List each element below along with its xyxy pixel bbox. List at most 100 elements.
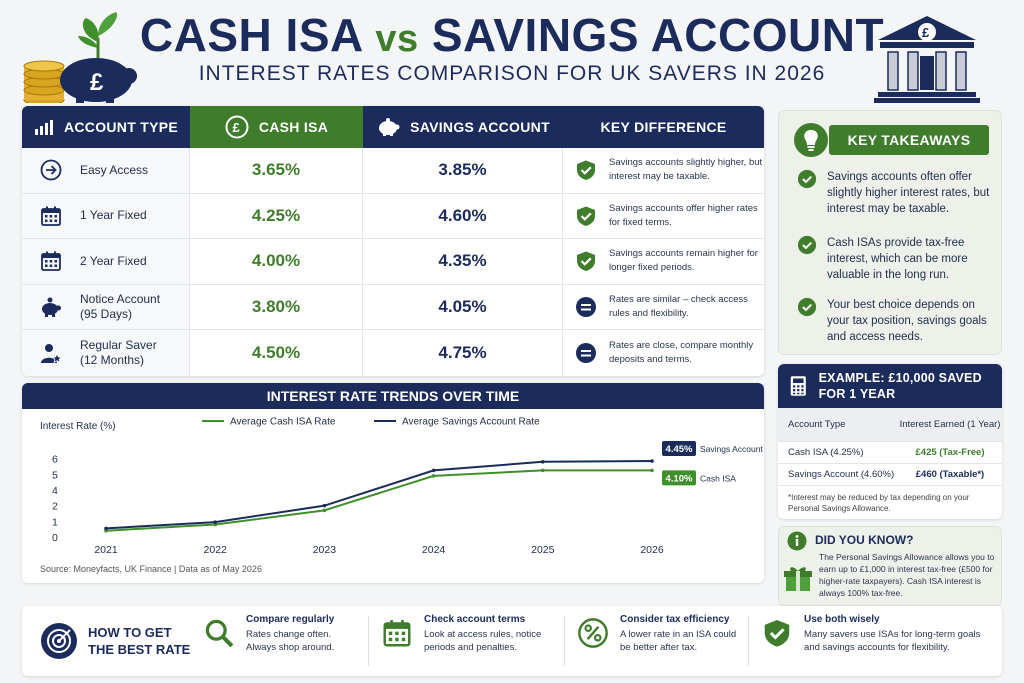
check-circle-icon — [797, 235, 817, 255]
x-tick-label: 2023 — [313, 544, 337, 556]
series-line — [105, 460, 653, 530]
cell-account-type: 2 Year Fixed — [22, 239, 190, 284]
chart-source: Source: Moneyfacts, UK Finance | Data as… — [40, 564, 262, 574]
takeaways-header: KEY TAKEAWAYS — [793, 123, 989, 157]
series-point — [650, 459, 654, 463]
series-line — [105, 469, 652, 532]
table-body: Easy Access 3.65% 3.85% Savings accounts… — [22, 148, 764, 376]
lightbulb-icon — [794, 123, 828, 157]
x-tick-label: 2026 — [640, 544, 664, 556]
check-circle-icon — [797, 169, 817, 189]
target-icon — [41, 623, 77, 659]
takeaway-item: Savings accounts often offer slightly hi… — [797, 169, 997, 217]
takeaway-item: Your best choice depends on your tax pos… — [797, 297, 997, 345]
tip-item: Consider tax efficiency A lower rate in a… — [578, 614, 738, 670]
person-star-icon — [41, 344, 62, 364]
title-right: SAVINGS ACCOUNT — [431, 9, 885, 61]
page-title: CASH ISA vs SAVINGS ACCOUNT — [0, 8, 1024, 62]
account-type-label: Notice Account (95 Days) — [80, 292, 161, 322]
takeaway-item: Cash ISAs provide tax-free interest, whi… — [797, 235, 997, 283]
example-header: EXAMPLE: £10,000 SAVED FOR 1 YEAR — [778, 364, 1002, 408]
did-you-know-title: DID YOU KNOW? — [815, 533, 914, 547]
takeaway-text: Savings accounts often offer slightly hi… — [827, 171, 990, 215]
series-point — [431, 474, 436, 478]
col-cash-isa: £ CASH ISA — [190, 106, 363, 148]
end-series-name: Savings Account — [700, 444, 763, 454]
gift-icon — [784, 567, 812, 591]
tip-title: Compare regularly — [246, 614, 335, 625]
series-point — [541, 468, 545, 473]
trends-title: INTEREST RATE TRENDS OVER TIME — [22, 383, 764, 409]
tip-title: Check account terms — [424, 614, 526, 625]
svg-text:£: £ — [922, 25, 930, 40]
y-tick-label: 5 — [52, 469, 58, 481]
piggy-bank-plant-icon: £ — [23, 12, 137, 103]
equals-icon — [576, 297, 596, 318]
cell-savings-rate: 4.75% — [363, 330, 563, 376]
cell-account-type: Regular Saver (12 Months) — [22, 330, 190, 376]
how-to-text: HOW TO GET THE BEST RATE — [88, 624, 190, 658]
arrow-circle-icon — [40, 159, 62, 181]
series-point — [104, 526, 108, 531]
takeaways-title: KEY TAKEAWAYS — [829, 125, 989, 155]
did-you-know-panel: DID YOU KNOW? The Personal Savings Allow… — [778, 526, 1002, 606]
title-left: CASH ISA — [139, 9, 363, 61]
account-type-label: 1 Year Fixed — [80, 208, 147, 223]
y-tick-label: 6 — [52, 454, 58, 466]
cell-cash-isa-rate: 3.65% — [190, 148, 363, 193]
key-difference-text: Savings accounts slightly higher, but in… — [609, 157, 763, 183]
page-subtitle: INTEREST RATES COMPARISON FOR UK SAVERS … — [198, 62, 826, 85]
x-tick-label: 2024 — [422, 544, 446, 556]
cell-key-difference: Rates are close, compare monthly deposit… — [563, 330, 764, 376]
comparison-table: ACCOUNT TYPE £ CASH ISA SAVINGS ACCOUNT … — [22, 106, 764, 376]
x-tick-label: 2021 — [94, 544, 118, 556]
cell-cash-isa-rate: 4.25% — [190, 193, 363, 239]
cell-cash-isa-rate: 4.00% — [190, 239, 363, 284]
tip-item: Compare regularly Rates change often. Alw… — [204, 614, 354, 670]
end-value-label: 4.10% — [666, 473, 693, 484]
end-value-badge — [662, 470, 696, 486]
calendar-icon — [41, 251, 61, 272]
cell-key-difference: Savings accounts slightly higher, but in… — [563, 148, 764, 193]
tip-item: Use both wisely Many savers use ISAs for … — [762, 614, 982, 670]
shield-check-icon — [577, 160, 595, 181]
tip-text: Look at access rules, notice periods and… — [424, 629, 542, 653]
svg-text:£: £ — [232, 120, 240, 135]
shield-check-icon — [577, 251, 595, 272]
cell-account-type: 1 Year Fixed — [22, 193, 190, 239]
info-icon — [787, 531, 807, 551]
how-to-line1: HOW TO GET — [88, 625, 172, 640]
account-type-label: Regular Saver (12 Months) — [80, 338, 157, 368]
y-tick-label: 2 — [52, 501, 58, 513]
x-tick-label: 2022 — [204, 544, 228, 556]
series-point — [322, 503, 327, 508]
series-point — [650, 468, 654, 473]
cell-account-type: Easy Access — [22, 148, 190, 193]
series-point — [322, 508, 327, 513]
series-point — [541, 460, 545, 464]
did-you-know-text: The Personal Savings Allowance allows yo… — [819, 552, 995, 598]
table-header-row: ACCOUNT TYPE £ CASH ISA SAVINGS ACCOUNT … — [22, 106, 764, 148]
example-rows: Cash ISA (4.25%) £425 (Tax-Free) Savings A… — [778, 442, 1002, 486]
cell-key-difference: Savings accounts remain higher for longe… — [563, 239, 764, 284]
col-savings-account: SAVINGS ACCOUNT — [363, 106, 563, 148]
piggy-bank-icon — [379, 118, 400, 136]
key-difference-text: Rates are close, compare monthly deposit… — [609, 340, 754, 366]
table-row: 2 Year Fixed 4.00% 4.35% Savings account… — [22, 239, 764, 285]
end-value-label: 4.45% — [666, 444, 693, 455]
tip-item: Check account terms Look at access rules,… — [382, 614, 542, 670]
title-vs: vs — [375, 18, 419, 60]
cell-savings-rate: 3.85% — [363, 148, 563, 193]
how-to-line2: THE BEST RATE — [88, 642, 191, 657]
magnifier-icon — [205, 619, 234, 648]
example-row: Cash ISA (4.25%) £425 (Tax-Free) — [778, 442, 1002, 464]
calendar-icon — [41, 206, 61, 226]
divider — [748, 616, 749, 666]
takeaway-text: Your best choice depends on your tax pos… — [827, 299, 987, 343]
example-title: EXAMPLE: £10,000 SAVED FOR 1 YEAR — [818, 371, 982, 401]
bank-building-icon: £ — [874, 16, 980, 103]
example-account: Savings Account (4.60%) — [788, 469, 895, 480]
tip-title: Consider tax efficiency — [620, 614, 730, 625]
col-key-difference-label: KEY DIFFERENCE — [600, 119, 727, 135]
best-rate-tips-bar: HOW TO GET THE BEST RATE Compare regularl… — [22, 606, 1002, 676]
